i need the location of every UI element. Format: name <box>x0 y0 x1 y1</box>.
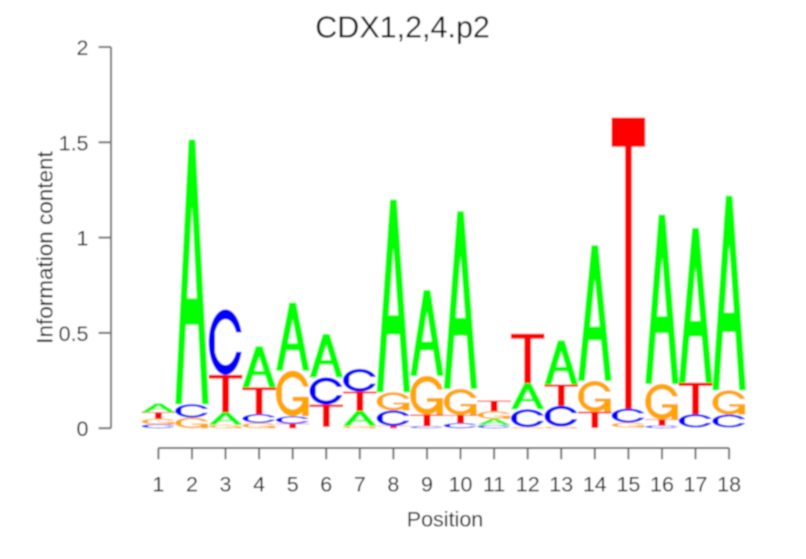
svg-text:11: 11 <box>483 472 505 496</box>
svg-text:3: 3 <box>220 472 232 496</box>
svg-text:16: 16 <box>650 472 674 496</box>
svg-text:13: 13 <box>549 472 573 496</box>
svg-text:5: 5 <box>287 472 299 496</box>
svg-text:10: 10 <box>449 472 473 496</box>
svg-text:17: 17 <box>684 472 708 496</box>
svg-text:0.5: 0.5 <box>59 322 89 346</box>
svg-text:CDX1,2,4.p2: CDX1,2,4.p2 <box>315 11 490 45</box>
svg-text:4: 4 <box>253 472 265 496</box>
svg-text:14: 14 <box>583 472 607 496</box>
svg-text:2: 2 <box>77 36 89 60</box>
svg-text:2: 2 <box>186 472 198 496</box>
svg-text:15: 15 <box>616 472 640 496</box>
svg-text:1: 1 <box>152 472 164 496</box>
svg-text:6: 6 <box>320 472 332 496</box>
svg-text:1.5: 1.5 <box>59 131 89 155</box>
svg-text:Position: Position <box>407 508 484 532</box>
svg-text:8: 8 <box>387 472 399 496</box>
svg-text:18: 18 <box>717 472 741 496</box>
svg-text:0: 0 <box>77 417 89 441</box>
svg-text:12: 12 <box>516 472 540 496</box>
svg-text:9: 9 <box>421 472 433 496</box>
svg-text:7: 7 <box>354 472 366 496</box>
svg-text:Information content: Information content <box>33 150 58 343</box>
svg-text:1: 1 <box>77 227 89 251</box>
